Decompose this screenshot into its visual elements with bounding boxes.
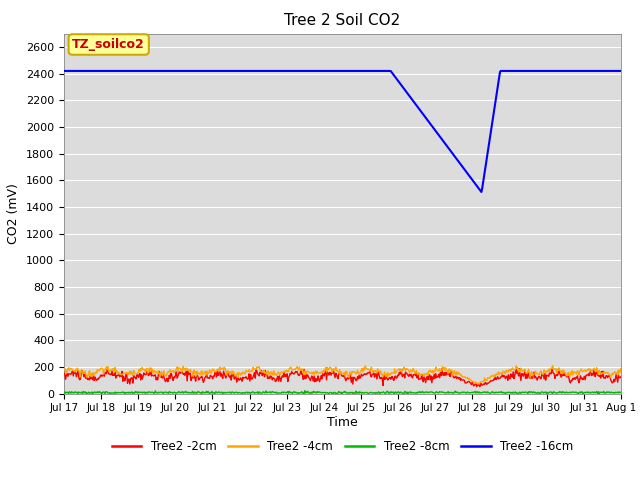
Title: Tree 2 Soil CO2: Tree 2 Soil CO2: [284, 13, 401, 28]
Legend: Tree2 -2cm, Tree2 -4cm, Tree2 -8cm, Tree2 -16cm: Tree2 -2cm, Tree2 -4cm, Tree2 -8cm, Tree…: [107, 435, 578, 458]
Text: TZ_soilco2: TZ_soilco2: [72, 38, 145, 51]
Y-axis label: CO2 (mV): CO2 (mV): [8, 183, 20, 244]
X-axis label: Time: Time: [327, 416, 358, 429]
